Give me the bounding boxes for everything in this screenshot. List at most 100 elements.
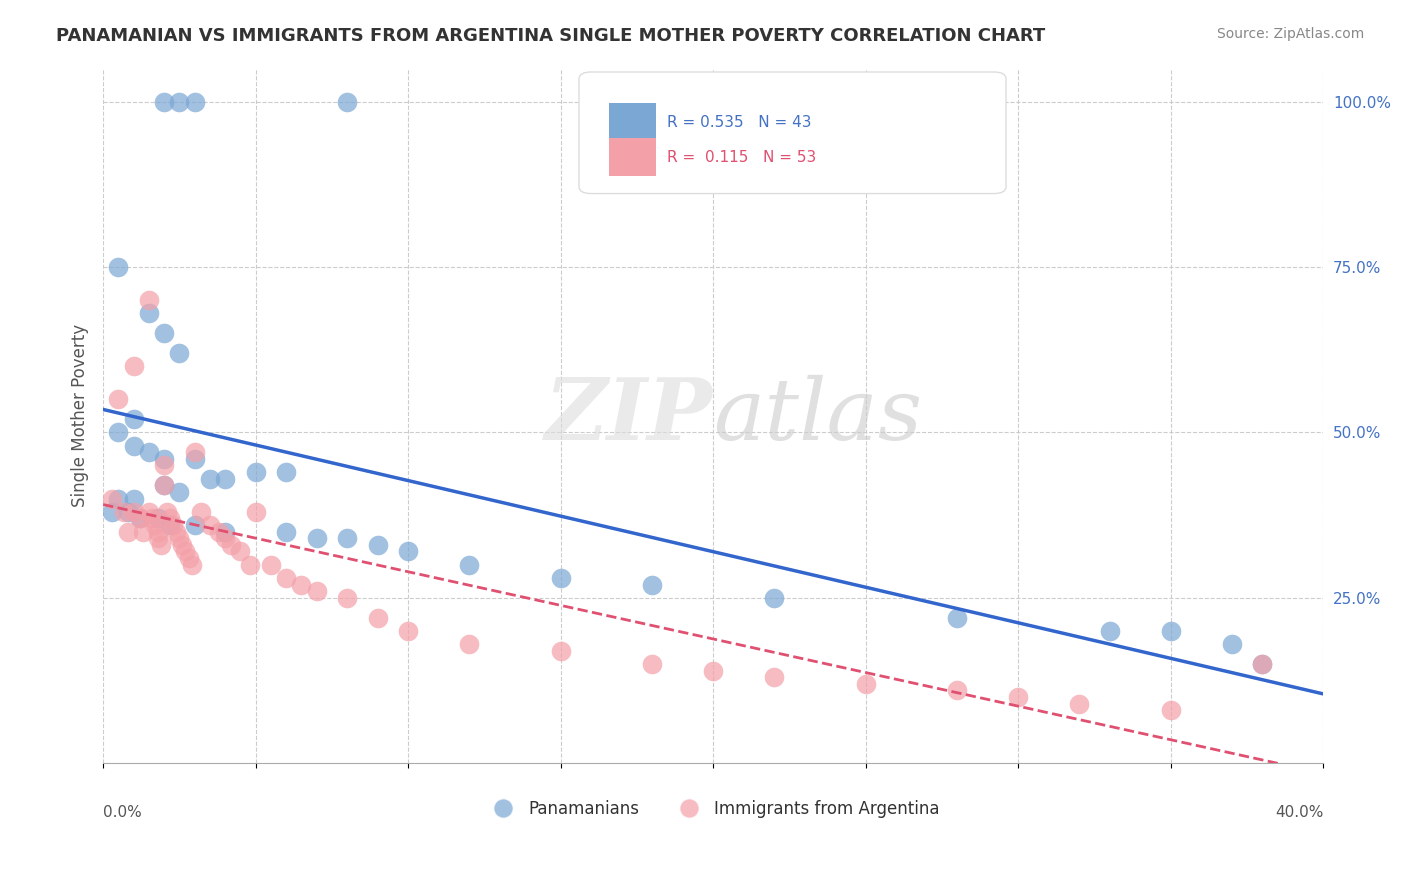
Point	[114, 505, 136, 519]
Point	[172, 538, 194, 552]
Bar	[609, 103, 655, 142]
Point	[1069, 697, 1091, 711]
Point	[198, 472, 221, 486]
Point	[122, 491, 145, 506]
Point	[150, 538, 173, 552]
Point	[190, 505, 212, 519]
Point	[214, 472, 236, 486]
Point	[214, 524, 236, 539]
Point	[101, 491, 124, 506]
Point	[245, 465, 267, 479]
Point	[138, 505, 160, 519]
Point	[183, 451, 205, 466]
Point	[458, 558, 481, 572]
Point	[946, 683, 969, 698]
Point	[153, 478, 176, 492]
Point	[702, 664, 724, 678]
Point	[169, 484, 191, 499]
Point	[367, 610, 389, 624]
Point	[336, 95, 359, 109]
Point	[1251, 657, 1274, 671]
Point	[132, 524, 155, 539]
Point	[1098, 624, 1121, 638]
Legend: Panamanians, Immigrants from Argentina: Panamanians, Immigrants from Argentina	[479, 793, 946, 824]
Point	[159, 518, 181, 533]
Point	[138, 445, 160, 459]
Point	[122, 439, 145, 453]
Point	[396, 624, 419, 638]
Point	[153, 478, 176, 492]
Text: PANAMANIAN VS IMMIGRANTS FROM ARGENTINA SINGLE MOTHER POVERTY CORRELATION CHART: PANAMANIAN VS IMMIGRANTS FROM ARGENTINA …	[56, 27, 1046, 45]
Point	[169, 346, 191, 360]
Point	[101, 505, 124, 519]
Point	[153, 458, 176, 473]
Point	[1251, 657, 1274, 671]
Point	[107, 392, 129, 407]
Point	[180, 558, 202, 572]
Point	[238, 558, 260, 572]
Point	[276, 524, 298, 539]
Point	[229, 544, 252, 558]
Point	[143, 518, 166, 533]
Point	[169, 531, 191, 545]
Text: 40.0%: 40.0%	[1275, 805, 1323, 820]
Point	[1007, 690, 1029, 704]
Point	[107, 491, 129, 506]
Point	[156, 505, 179, 519]
Point	[1160, 703, 1182, 717]
Point	[117, 524, 139, 539]
Point	[146, 511, 169, 525]
Point	[367, 538, 389, 552]
Point	[162, 518, 184, 533]
Point	[117, 505, 139, 519]
Text: R = 0.535   N = 43: R = 0.535 N = 43	[666, 115, 811, 130]
Point	[146, 524, 169, 539]
Point	[396, 544, 419, 558]
Y-axis label: Single Mother Poverty: Single Mother Poverty	[72, 325, 89, 508]
Point	[128, 511, 150, 525]
Point	[183, 518, 205, 533]
Point	[276, 465, 298, 479]
Point	[550, 571, 572, 585]
Text: Source: ZipAtlas.com: Source: ZipAtlas.com	[1216, 27, 1364, 41]
Point	[276, 571, 298, 585]
Text: atlas: atlas	[713, 375, 922, 458]
Point	[153, 451, 176, 466]
Point	[946, 610, 969, 624]
Point	[183, 445, 205, 459]
Point	[165, 524, 187, 539]
Text: R =  0.115   N = 53: R = 0.115 N = 53	[666, 150, 815, 165]
Point	[458, 637, 481, 651]
FancyBboxPatch shape	[579, 72, 1007, 194]
Point	[159, 511, 181, 525]
Point	[169, 95, 191, 109]
Point	[107, 260, 129, 274]
Point	[245, 505, 267, 519]
Point	[641, 577, 664, 591]
Point	[153, 326, 176, 340]
Point	[183, 95, 205, 109]
Point	[128, 511, 150, 525]
Point	[260, 558, 283, 572]
Point	[214, 531, 236, 545]
Text: ZIP: ZIP	[546, 374, 713, 458]
Point	[122, 359, 145, 374]
Point	[107, 425, 129, 440]
Point	[336, 591, 359, 605]
Bar	[609, 138, 655, 177]
Text: 0.0%: 0.0%	[103, 805, 142, 820]
Point	[177, 551, 200, 566]
Point	[138, 293, 160, 307]
Point	[174, 544, 197, 558]
Point	[141, 511, 163, 525]
Point	[219, 538, 242, 552]
Point	[550, 643, 572, 657]
Point	[641, 657, 664, 671]
Point	[336, 531, 359, 545]
Point	[198, 518, 221, 533]
Point	[138, 306, 160, 320]
Point	[146, 531, 169, 545]
Point	[855, 677, 877, 691]
Point	[305, 584, 328, 599]
Point	[290, 577, 312, 591]
